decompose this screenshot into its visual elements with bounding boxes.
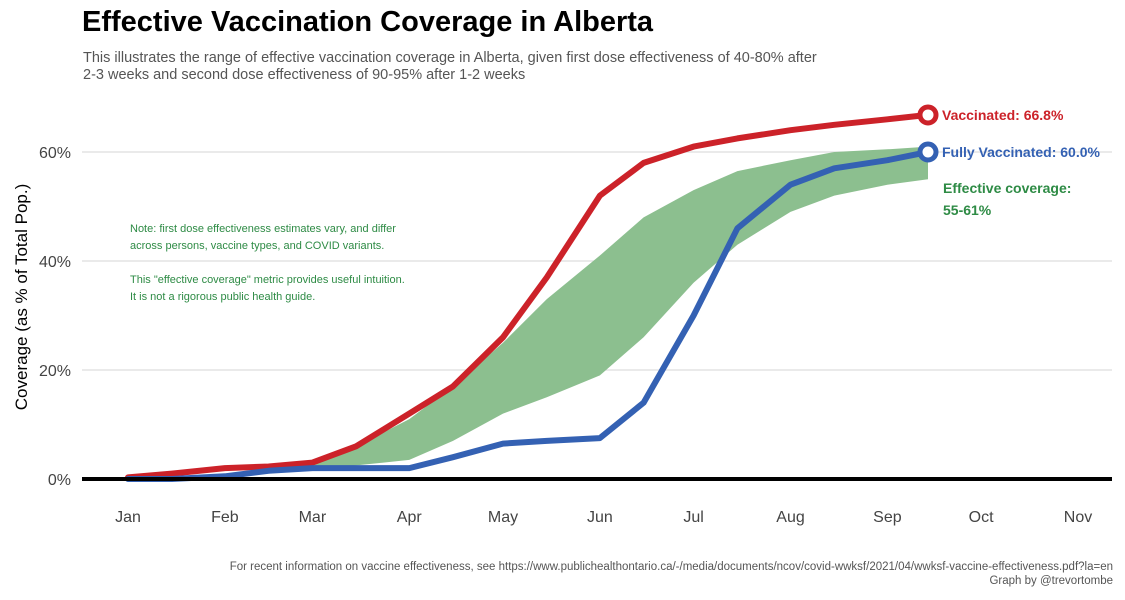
x-tick-label: Sep — [873, 509, 902, 526]
x-tick-label: Apr — [397, 509, 423, 526]
fully-vaccinated-label: Fully Vaccinated: 60.0% — [942, 144, 1101, 160]
annotation-line: across persons, vaccine types, and COVID… — [130, 240, 384, 252]
fully-vaccinated-endpoint — [917, 141, 939, 163]
chart-caption: For recent information on vaccine effect… — [230, 560, 1113, 588]
annotation-line: This "effective coverage" metric provide… — [130, 274, 405, 286]
y-tick-label: 0% — [48, 472, 71, 489]
tick-layer: 0% 20% 40% 60% Jan Feb Mar Apr May Jun Jul Aug Sep Oc… — [39, 145, 1092, 526]
effective-coverage-band — [224, 146, 928, 475]
x-tick-label: Nov — [1064, 509, 1092, 526]
x-tick-label: Feb — [211, 509, 239, 526]
annotation-line: Note: first dose effectiveness estimates… — [130, 223, 396, 235]
chart-title: Effective Vaccination Coverage in Albert… — [82, 6, 654, 38]
fully-vaccinated-line — [125, 149, 931, 482]
y-tick-label: 60% — [39, 145, 71, 162]
label-layer: Vaccinated: 66.8% Fully Vaccinated: 60.0%… — [917, 104, 1101, 218]
caption-credit: Graph by @trevortombe — [989, 575, 1113, 587]
vaccinated-line — [125, 111, 931, 481]
area-layer — [224, 146, 928, 475]
x-tick-label: Aug — [776, 509, 804, 526]
effective-coverage-range-label: 55-61% — [943, 202, 992, 218]
y-axis-label: Coverage (as % of Total Pop.) — [12, 184, 31, 410]
annotation-note: Note: first dose effectiveness estimates… — [130, 223, 405, 303]
annotation-line: It is not a rigorous public health guide… — [130, 291, 315, 303]
x-tick-label: May — [488, 509, 518, 526]
caption-source: For recent information on vaccine effect… — [229, 561, 1113, 573]
x-tick-label: Oct — [969, 509, 994, 526]
vaccinated-label: Vaccinated: 66.8% — [942, 107, 1064, 123]
x-tick-label: Jan — [115, 509, 141, 526]
x-tick-label: Jul — [683, 509, 703, 526]
y-tick-label: 20% — [39, 363, 71, 380]
effective-coverage-label: Effective coverage: — [943, 180, 1071, 196]
line-layer — [125, 111, 931, 482]
x-tick-label: Mar — [299, 509, 327, 526]
vaccinated-endpoint — [917, 104, 939, 126]
chart-subtitle: This illustrates the range of effective … — [83, 50, 817, 83]
x-tick-label: Jun — [587, 509, 613, 526]
y-tick-label: 40% — [39, 254, 71, 271]
